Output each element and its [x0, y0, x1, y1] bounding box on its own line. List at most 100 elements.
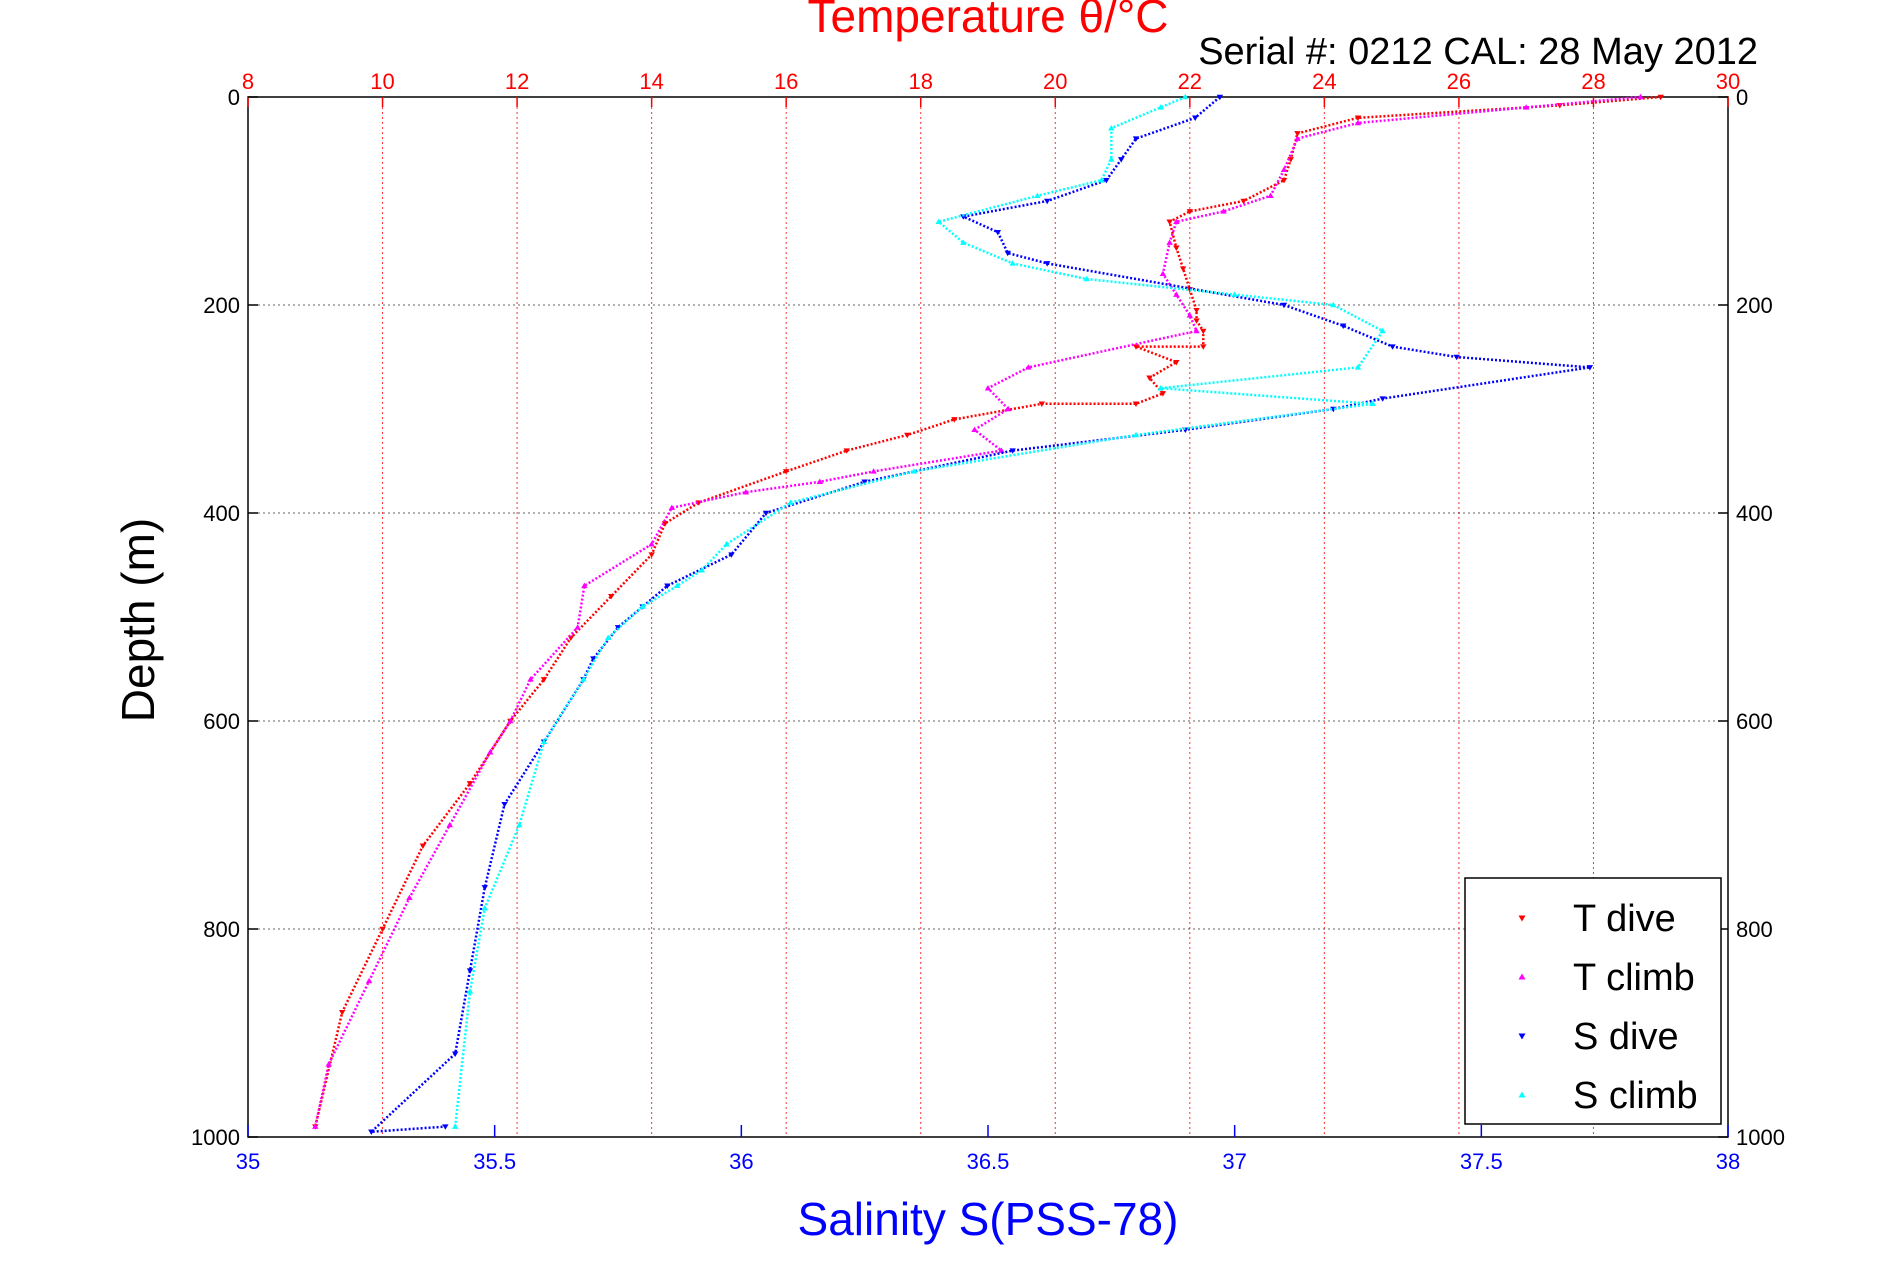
data-point — [1157, 104, 1164, 110]
temperature-tick-label: 8 — [242, 69, 254, 94]
data-point — [742, 489, 750, 495]
depth-tick-label-left: 800 — [203, 917, 240, 942]
data-point — [452, 1123, 459, 1129]
data-point — [870, 468, 877, 474]
depth-tick-label-left: 600 — [203, 709, 240, 734]
data-point — [1038, 401, 1046, 407]
data-point — [1280, 302, 1288, 309]
data-point — [604, 634, 612, 641]
data-point — [935, 218, 942, 225]
data-point — [379, 926, 386, 933]
legend-label: T dive — [1573, 898, 1676, 940]
data-point — [446, 821, 454, 828]
legend-label: S dive — [1573, 1016, 1679, 1058]
data-point — [1108, 156, 1115, 162]
serial-annotation: Serial #: 0212 CAL: 28 May 2012 — [1198, 31, 1758, 73]
data-point — [325, 1061, 332, 1067]
series-t-dive — [312, 94, 1664, 1130]
data-point — [984, 385, 992, 391]
data-point — [1220, 208, 1227, 214]
data-point — [1453, 354, 1460, 361]
data-point — [481, 905, 488, 911]
data-point — [1173, 291, 1180, 297]
grid-layer — [248, 97, 1728, 1137]
data-point — [960, 239, 967, 245]
data-point — [1389, 344, 1396, 350]
salinity-tick-label: 37 — [1222, 1149, 1246, 1174]
data-point — [312, 1123, 319, 1129]
chart-title: Temperature θ/°C — [808, 0, 1169, 42]
data-point — [1354, 364, 1362, 370]
data-point — [1193, 327, 1200, 334]
data-point — [338, 1009, 346, 1016]
data-point — [501, 801, 508, 808]
temperature-tick-label: 10 — [370, 69, 394, 94]
data-point — [661, 521, 669, 527]
data-point — [1200, 328, 1207, 335]
depth-tick-label-left: 1000 — [191, 1125, 240, 1150]
data-point — [910, 468, 918, 474]
data-point — [960, 214, 967, 220]
depth-tick-label-right: 200 — [1736, 293, 1773, 318]
legend-marker — [1518, 973, 1526, 980]
data-point — [590, 656, 597, 662]
data-point — [1369, 400, 1376, 407]
data-point — [540, 677, 548, 683]
data-point — [1200, 344, 1207, 350]
y-axis-label: Depth (m) — [112, 518, 164, 722]
data-point — [608, 593, 615, 600]
data-point — [1044, 198, 1051, 205]
depth-tick-label-right: 1000 — [1736, 1125, 1785, 1150]
data-point — [674, 582, 681, 589]
series-trace — [314, 95, 1661, 1127]
x-axis-label-salinity: Salinity S(PSS-78) — [798, 1193, 1179, 1245]
series-layer — [312, 93, 1664, 1135]
salinity-tick-label: 35 — [236, 1149, 260, 1174]
data-point — [1166, 219, 1173, 225]
series-trace — [453, 95, 1385, 1127]
series-s-climb — [452, 93, 1386, 1129]
data-point — [648, 552, 655, 558]
data-point — [527, 676, 534, 682]
depth-tick-label-right: 400 — [1736, 501, 1773, 526]
data-point — [951, 417, 958, 423]
data-point — [581, 582, 588, 589]
legend-box — [1464, 877, 1722, 1125]
temperature-tick-label: 22 — [1178, 69, 1202, 94]
data-point — [1267, 192, 1274, 199]
data-point — [486, 749, 494, 755]
depth-tick-label-right: 600 — [1736, 709, 1773, 734]
data-point — [574, 624, 581, 630]
data-point — [698, 567, 706, 573]
data-point — [442, 1124, 449, 1130]
salinity-tick-label: 36 — [729, 1149, 753, 1174]
data-point — [1034, 192, 1041, 199]
data-point — [1354, 115, 1362, 121]
data-point — [580, 676, 587, 682]
data-point — [1193, 307, 1200, 314]
temperature-tick-label: 20 — [1043, 69, 1067, 94]
data-point — [1173, 359, 1180, 366]
data-point — [1118, 157, 1125, 163]
data-point — [994, 229, 1002, 236]
data-point — [971, 426, 978, 433]
data-point — [1586, 365, 1594, 371]
data-point — [1280, 166, 1288, 173]
data-point — [481, 885, 488, 891]
data-point — [1132, 401, 1140, 407]
data-point — [1044, 261, 1051, 267]
depth-tick-label-left: 200 — [203, 293, 240, 318]
series-trace — [367, 96, 1591, 1134]
temperature-tick-label: 14 — [639, 69, 663, 94]
data-point — [365, 977, 373, 984]
temperature-tick-label: 30 — [1716, 69, 1740, 94]
data-point — [1522, 104, 1530, 110]
data-point — [1179, 266, 1187, 272]
data-point — [668, 504, 676, 511]
data-point — [1004, 405, 1012, 412]
temperature-tick-label: 18 — [908, 69, 932, 94]
data-point — [1182, 93, 1189, 100]
data-point — [507, 717, 514, 724]
salinity-tick-label: 35.5 — [473, 1149, 516, 1174]
data-point — [1103, 177, 1110, 184]
